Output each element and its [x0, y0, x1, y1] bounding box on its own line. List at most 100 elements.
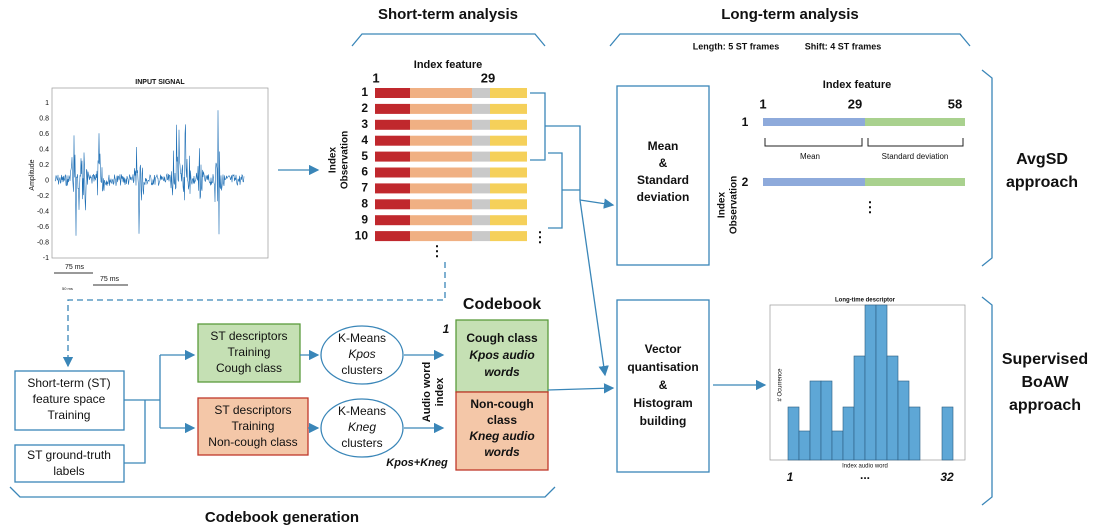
- box-text: ST descriptors: [214, 403, 291, 417]
- st-cough-box: [197, 323, 301, 383]
- feature-segment: [375, 167, 410, 178]
- col-label: 29: [848, 96, 862, 111]
- y-label: Amplitude: [29, 159, 36, 190]
- col-label: 1: [759, 96, 766, 111]
- x-label: Index feature: [823, 79, 891, 91]
- signal-title: INPUT SIGNAL: [135, 79, 185, 86]
- vq-box: [616, 299, 710, 473]
- row-label: 4: [361, 133, 368, 147]
- feature-segment: [410, 119, 472, 130]
- box-text: Training: [228, 345, 271, 359]
- y-tick-label: -0.2: [37, 193, 49, 200]
- length: Length: 5 ST frames: [693, 41, 780, 51]
- feature-segment: [375, 119, 410, 130]
- row-label: 7: [361, 181, 368, 195]
- box-text: words: [484, 365, 520, 379]
- brace: [981, 296, 993, 506]
- feature-segment: [410, 199, 472, 210]
- box-text: class: [487, 413, 517, 427]
- feature-segment: [490, 151, 527, 162]
- kmeans-neg: [320, 398, 404, 458]
- feature-segment: [472, 103, 490, 114]
- y-tick-label: 1: [45, 100, 49, 107]
- feature-segment: [472, 183, 490, 194]
- approach: approach: [1006, 174, 1078, 191]
- codebook-title: Codebook: [463, 296, 541, 313]
- feature-segment: [472, 231, 490, 242]
- index-bottom: Kpos+Kneg: [386, 457, 448, 469]
- feature-segment: [375, 183, 410, 194]
- box-text: &: [659, 156, 668, 170]
- feature-segment: [410, 151, 472, 162]
- bracket: [351, 33, 546, 47]
- bracket: [609, 33, 971, 47]
- connector: [124, 355, 161, 464]
- box-text: Vector: [645, 342, 682, 356]
- hist-ylabel: # Ocurrence: [778, 368, 784, 402]
- y-label: Index: [328, 147, 339, 174]
- box-text: words: [484, 445, 520, 459]
- feature-segment: [472, 167, 490, 178]
- feature-segment: [375, 231, 410, 242]
- mean-label: Mean: [800, 152, 820, 161]
- hist-first: 1: [787, 470, 794, 484]
- feature-segment: [410, 88, 472, 98]
- feature-segment: [472, 88, 490, 98]
- y-tick-label: -0.4: [37, 208, 49, 215]
- feature-segment: [410, 135, 472, 146]
- feature-segment: [410, 167, 472, 178]
- row-label: 2: [742, 175, 749, 189]
- box-text: Kpos audio: [469, 348, 534, 362]
- box-text: Short-term (ST): [27, 376, 110, 390]
- feature-segment: [490, 199, 527, 210]
- feature-segment: [410, 183, 472, 194]
- feature-segment: [410, 231, 472, 242]
- row-label: 1: [361, 85, 368, 99]
- feature-segment: [472, 119, 490, 130]
- mean-bar: [763, 118, 865, 126]
- approach: approach: [1009, 397, 1081, 414]
- approach: AvgSD: [1016, 151, 1068, 168]
- col-label: 58: [948, 96, 962, 111]
- feature-segment: [472, 199, 490, 210]
- feature-segment: [472, 135, 490, 146]
- row-label: 9: [361, 212, 368, 226]
- feature-segment: [490, 231, 527, 242]
- box-text: Non-cough: [470, 397, 533, 411]
- y-tick-label: 0.4: [39, 146, 49, 153]
- y-label: Observation: [340, 131, 351, 189]
- matrix-rows: 1 2 3 4 5 6 78 9 10: [355, 85, 527, 242]
- bracket: [764, 138, 964, 147]
- box-text: building: [640, 414, 687, 428]
- col-first: 1: [372, 70, 379, 85]
- st-space-box: [14, 370, 125, 431]
- y-label: Observation: [729, 176, 740, 234]
- index-top: 1: [443, 322, 450, 336]
- ellipse-text: clusters: [341, 363, 382, 377]
- box-text: Cough class: [466, 331, 538, 345]
- hist-bars: [787, 304, 954, 461]
- std-bar: [865, 178, 965, 186]
- index-label: index: [434, 377, 446, 407]
- ellipse-text: clusters: [341, 436, 382, 450]
- approach: BoAW: [1021, 374, 1069, 391]
- box-text: Training: [232, 419, 275, 433]
- mean-box: [616, 85, 710, 266]
- more: ⋮: [863, 199, 877, 215]
- feature-segment: [472, 151, 490, 162]
- box-text: Cough class: [216, 361, 282, 375]
- y-label: Index: [717, 192, 728, 219]
- y-tick-label: -1: [43, 255, 49, 262]
- feature-segment: [490, 215, 527, 226]
- feature-segment: [375, 103, 410, 114]
- feature-segment: [490, 135, 527, 146]
- box-text: Non-cough class: [208, 435, 297, 449]
- box-text: Histogram: [633, 396, 692, 410]
- box-text: feature space: [33, 392, 106, 406]
- arrow: [547, 383, 615, 394]
- mean-bar: [763, 178, 865, 186]
- approach: Supervised: [1002, 351, 1088, 368]
- hist-dots: ...: [860, 468, 870, 482]
- box-text: ST descriptors: [210, 329, 287, 343]
